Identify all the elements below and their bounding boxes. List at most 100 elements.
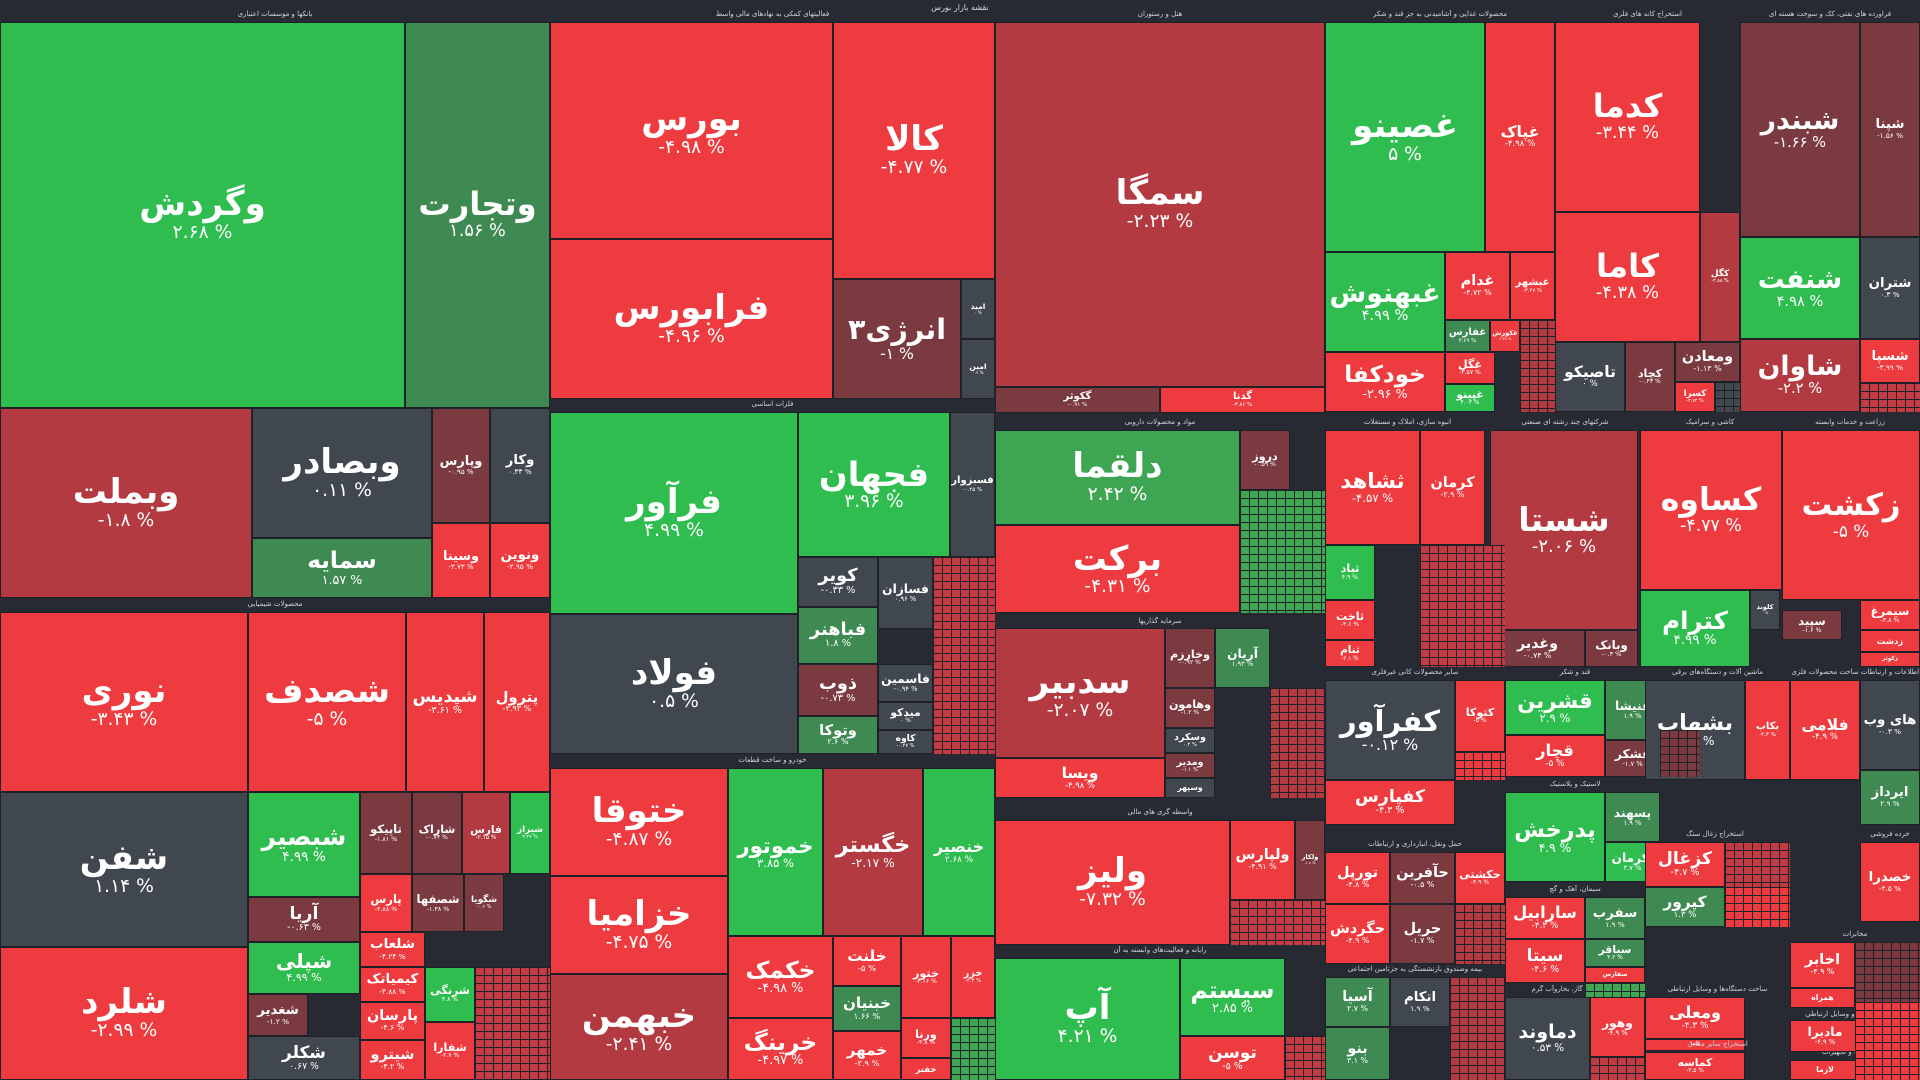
stock-tile[interactable]: کماسه -۳.۵ % [1645, 1052, 1745, 1080]
stock-tile[interactable]: زکشت -۵ % [1782, 430, 1920, 600]
stock-tile[interactable]: کاما -۴.۳۸ % [1555, 212, 1700, 342]
stock-tile[interactable]: شیراز ۳.۲۷ % [510, 792, 550, 874]
stock-tile[interactable]: حریل -۱.۷ % [1390, 904, 1455, 964]
stock-tile[interactable]: بنو ۳.۱ % [1325, 1027, 1390, 1080]
stock-tile[interactable]: وسکرد ۰.۴ % [1165, 728, 1215, 753]
stock-tile[interactable]: دروز -۰.۵۹ % [1240, 430, 1290, 490]
stock-tile[interactable]: فاسمین -۰.۹۴ % [878, 664, 933, 702]
stock-tile[interactable]: فرآور ۴.۹۹ % [550, 412, 798, 614]
stock-tile[interactable]: کویر -۰.۳۳ % [798, 557, 878, 607]
stock-tile[interactable]: سیستم ۲.۸۵ % [1180, 958, 1285, 1036]
stock-tile[interactable]: وتوکا ۲.۶ % [798, 716, 878, 754]
stock-tile[interactable]: حکشتی -۴.۹ % [1455, 852, 1505, 904]
stock-tile[interactable]: شگویا -۰.۶ % [464, 874, 504, 932]
stock-tile[interactable]: وبصادر ۰.۱۱ % [252, 408, 432, 538]
stock-tile[interactable]: وغدیر -۰.۷۴ % [1490, 630, 1585, 667]
stock-tile[interactable]: شلرد -۲.۹۹ % [0, 947, 248, 1080]
stock-tile[interactable]: بکاب -۴.۳ % [1745, 680, 1790, 780]
stock-tile[interactable]: شغدیر -۱.۲ % [248, 994, 308, 1036]
stock-tile[interactable]: پترول -۳.۹۳ % [484, 612, 550, 792]
stock-tile[interactable]: وبانک -۰.۳ % [1585, 630, 1638, 667]
stock-tile[interactable]: تورپل -۴.۸ % [1325, 852, 1390, 904]
stock-tile[interactable]: ولپارس -۴.۹۱ % [1230, 820, 1295, 900]
stock-tile[interactable]: امین ۰.۹ % [961, 339, 995, 399]
stock-tile[interactable]: ایرداز ۲.۹ % [1860, 770, 1920, 825]
stock-tile[interactable]: لازما [1790, 1060, 1860, 1080]
stock-tile[interactable]: وکار ۰.۳۳ % [490, 408, 550, 523]
stock-tile[interactable]: کیمیاتک -۴.۸۸ % [360, 967, 425, 1002]
stock-tile[interactable]: غکورش -۲.۳۸ % [1490, 320, 1520, 352]
stock-tile[interactable]: کسرا -۴.۷۲ % [1675, 382, 1715, 412]
stock-tile[interactable]: شاوان -۲.۲ % [1740, 339, 1860, 412]
stock-tile[interactable]: کرمان -۲.۹ % [1420, 430, 1485, 545]
stock-tile[interactable]: فجهان ۳.۹۶ % [798, 412, 950, 557]
stock-tile[interactable]: تاصیکو ۰ % [1555, 342, 1625, 412]
stock-tile[interactable]: شیترو -۴.۲ % [360, 1040, 425, 1080]
stock-tile[interactable]: غصینو ۵ % [1325, 22, 1485, 252]
stock-tile[interactable]: شرنگی ۴.۸ % [425, 967, 475, 1022]
stock-tile[interactable]: شپنا -۱.۵۶ % [1860, 22, 1920, 237]
stock-tile[interactable]: وتجارت ۱.۵۶ % [405, 22, 550, 408]
stock-tile[interactable]: خبهمن -۲.۴۱ % [550, 974, 728, 1080]
stock-tile[interactable]: شکلر ۰.۶۷ % [248, 1036, 360, 1080]
stock-tile[interactable]: ختور -۳.۱۶ % [901, 936, 951, 1018]
stock-tile[interactable]: ثشاهد -۴.۵۷ % [1325, 430, 1420, 545]
stock-tile[interactable]: کاوه -۰.۴۷ % [878, 730, 933, 754]
stock-tile[interactable]: پارس -۴.۸۸ % [360, 874, 412, 932]
stock-tile[interactable]: امید ۰ % [961, 279, 995, 339]
stock-tile[interactable]: غبشهر -۳.۲۷ % [1510, 252, 1555, 320]
stock-tile[interactable]: خگستر -۲.۱۷ % [823, 768, 923, 936]
stock-tile[interactable]: اخابر -۴.۹ % [1790, 942, 1855, 988]
stock-tile[interactable]: خصدرا -۴.۵ % [1860, 842, 1920, 922]
stock-tile[interactable]: پدرخش ۴.۹ % [1505, 792, 1605, 882]
stock-tile[interactable]: ورنا -۴.۸ % [901, 1018, 951, 1058]
stock-tile[interactable]: شپدیس -۳.۶۱ % [406, 612, 484, 792]
stock-tile[interactable]: غبهنوش ۴.۹۹ % [1325, 252, 1445, 352]
stock-tile[interactable]: کساوه -۴.۷۷ % [1640, 430, 1782, 590]
stock-tile[interactable]: غپاک -۴.۹۸ % [1485, 22, 1555, 252]
stock-tile[interactable]: خمهر -۲.۹ % [833, 1031, 901, 1080]
stock-tile[interactable]: پسهند ۱.۹ % [1605, 792, 1660, 842]
stock-tile[interactable]: کپرور ۱.۳ % [1645, 887, 1725, 927]
stock-tile[interactable]: غگل -۳.۵۷ % [1445, 352, 1495, 384]
stock-tile[interactable]: قچار -۵ % [1505, 735, 1605, 777]
stock-tile[interactable]: وبملت -۱.۸ % [0, 408, 252, 598]
stock-tile[interactable]: خموتور ۳.۸۵ % [728, 768, 823, 936]
stock-tile[interactable]: کلوند ۰ % [1750, 590, 1780, 630]
stock-tile[interactable]: ذوب -۰.۷۳ % [798, 664, 878, 716]
stock-tile[interactable]: ثنام -۳.۱ % [1325, 640, 1375, 667]
stock-tile[interactable]: کگل -۳.۸۸ % [1700, 212, 1740, 342]
stock-tile[interactable]: سدبیر -۲.۰۷ % [995, 628, 1165, 758]
stock-tile[interactable]: شنفت ۴.۹۸ % [1740, 237, 1860, 339]
stock-tile[interactable]: سیتا -۴.۶ % [1505, 939, 1585, 983]
stock-tile[interactable]: ونوین -۲.۹۵ % [490, 523, 550, 598]
stock-tile[interactable]: سفارس [1585, 967, 1645, 983]
stock-tile[interactable]: خودکفا -۲.۹۶ % [1325, 352, 1445, 412]
stock-tile[interactable]: فارس -۲.۱۵ % [462, 792, 510, 874]
stock-tile[interactable]: میدکو ۰ % [878, 702, 933, 730]
stock-tile[interactable]: فسبزوار -۰.۲۵ % [950, 412, 995, 557]
stock-tile[interactable]: کزغال -۴.۷ % [1645, 842, 1725, 887]
stock-tile[interactable]: حگردش -۴.۹ % [1325, 904, 1390, 964]
stock-tile[interactable]: فرابورس -۴.۹۶ % [550, 239, 833, 399]
stock-tile[interactable]: کچاد -۰.۴۳ % [1625, 342, 1675, 412]
stock-tile[interactable]: شفن ۱.۱۴ % [0, 792, 248, 947]
stock-tile[interactable]: فلامی -۴.۹ % [1790, 680, 1860, 780]
stock-tile[interactable]: سمگا -۲.۲۳ % [995, 22, 1325, 387]
stock-tile[interactable]: گکوثر -۰.۹۱ % [995, 387, 1160, 413]
stock-tile[interactable]: آپ ۴.۲۱ % [995, 958, 1180, 1080]
stock-tile[interactable]: کتوکا -۵ % [1455, 680, 1505, 752]
stock-tile[interactable]: شتران ۰.۳ % [1860, 237, 1920, 339]
stock-tile[interactable]: نوری -۳.۴۳ % [0, 612, 248, 792]
stock-tile[interactable]: خفنر [901, 1058, 951, 1080]
stock-tile[interactable]: ومعلی -۴.۳ % [1645, 997, 1745, 1039]
stock-tile[interactable]: ولیز -۷.۳۲ % [995, 820, 1230, 945]
stock-tile[interactable]: تاپیکو -۱.۸۱ % [360, 792, 412, 874]
stock-tile[interactable]: آریان ۱.۹۳ % [1215, 628, 1270, 688]
stock-tile[interactable]: وگردش ۲.۶۸ % [0, 22, 405, 408]
stock-tile[interactable]: حآفرین -۰.۵ % [1390, 852, 1455, 904]
stock-tile[interactable]: انرژی۳ -۱ % [833, 279, 961, 399]
stock-tile[interactable]: خرینگ -۴.۹۷ % [728, 1018, 833, 1080]
stock-tile[interactable]: فسازان ۰.۹۶ % [878, 557, 933, 629]
stock-tile[interactable]: خبنیان ۱.۶۶ % [833, 986, 901, 1031]
